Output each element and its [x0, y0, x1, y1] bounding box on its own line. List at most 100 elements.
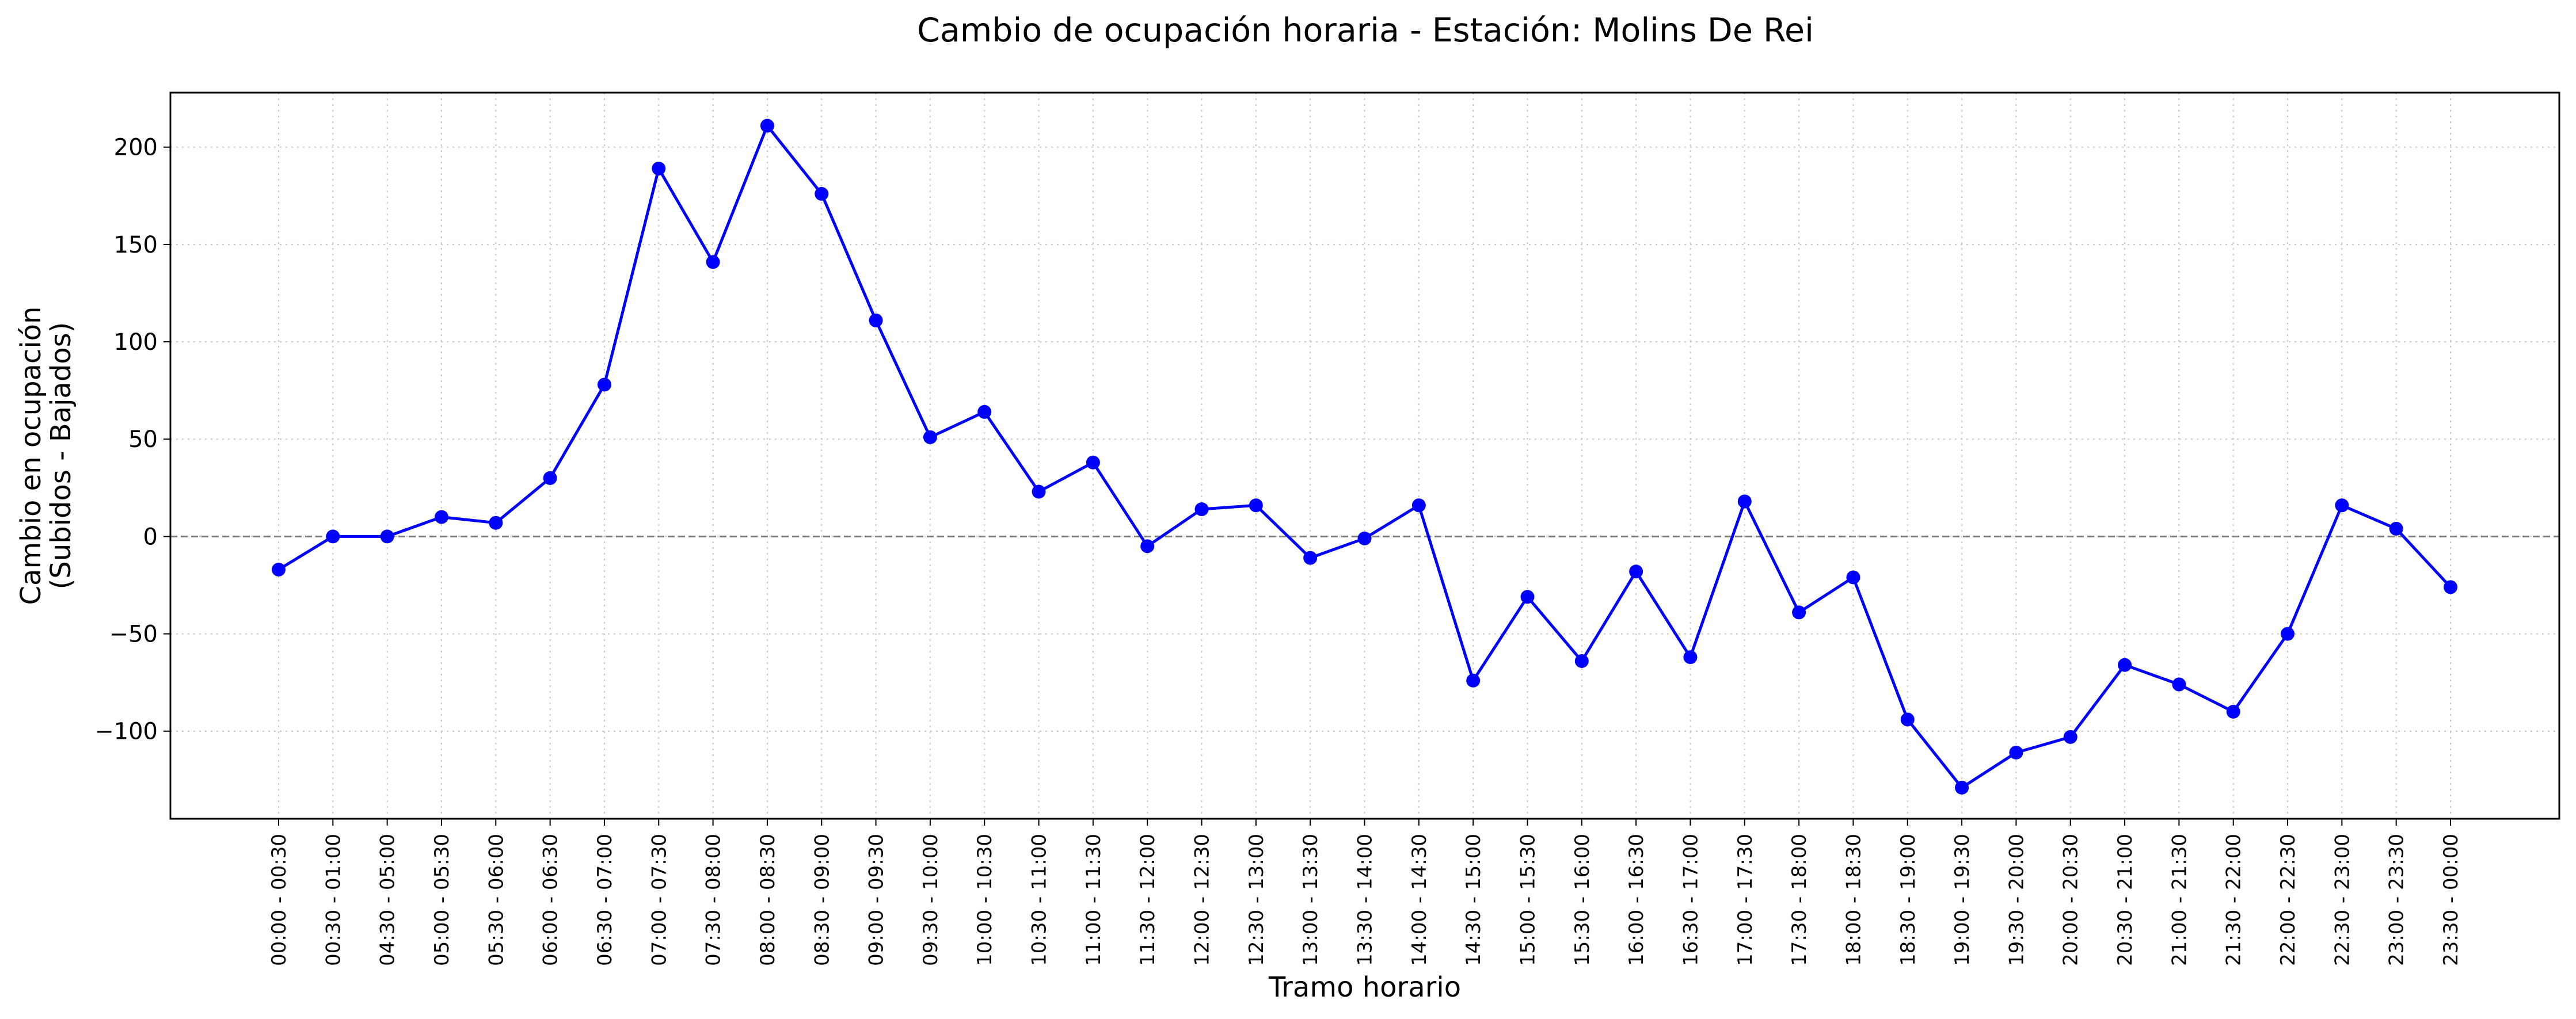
x-tick-label: 23:30 - 00:00	[2440, 834, 2463, 966]
chart-title: Cambio de ocupación horaria - Estación: …	[917, 12, 1814, 49]
x-tick-label: 20:30 - 21:00	[2114, 834, 2137, 966]
y-tick-label: −50	[109, 621, 158, 648]
x-tick-label: 15:00 - 15:30	[1516, 834, 1539, 966]
data-point	[815, 186, 829, 201]
x-tick-label: 19:30 - 20:00	[2005, 834, 2028, 966]
data-point	[2118, 658, 2132, 672]
data-point	[434, 510, 448, 524]
x-tick-label: 14:00 - 14:30	[1408, 834, 1431, 966]
x-tick-label: 16:30 - 17:00	[1679, 834, 1702, 966]
x-tick-label: 07:00 - 07:30	[648, 834, 671, 966]
data-point	[1466, 673, 1481, 688]
data-point	[1683, 650, 1698, 665]
data-point	[272, 562, 286, 577]
data-point	[1574, 654, 1589, 668]
grid	[170, 93, 2559, 819]
y-tick-label: 50	[128, 426, 158, 453]
data-point	[489, 516, 503, 530]
x-tick-label: 04:30 - 05:00	[376, 834, 399, 966]
x-tick-label: 09:30 - 10:00	[919, 834, 942, 966]
x-tick-label: 00:30 - 01:00	[322, 834, 345, 966]
data-point	[1249, 498, 1263, 513]
data-point	[1846, 570, 1860, 585]
x-tick-label: 10:30 - 11:00	[1028, 834, 1051, 966]
data-point	[326, 529, 340, 544]
x-tick-label: 17:30 - 18:00	[1788, 834, 1811, 966]
y-axis-label-line-1: Cambio en ocupación	[15, 307, 47, 605]
x-tick-label: 08:00 - 08:30	[756, 834, 779, 966]
x-tick-label: 00:00 - 00:30	[268, 834, 291, 966]
data-point	[1411, 498, 1426, 513]
x-tick-label: 19:00 - 19:30	[1951, 834, 1974, 966]
x-tick-label: 11:30 - 12:00	[1136, 834, 1159, 966]
data-point	[1737, 494, 1752, 509]
data-point	[2281, 627, 2295, 641]
data-point	[1303, 551, 1318, 565]
data-point	[2172, 677, 2186, 692]
y-tick-label: 200	[114, 135, 158, 161]
data-point	[1086, 455, 1100, 470]
x-tick-label: 15:30 - 16:00	[1571, 834, 1594, 966]
data-point	[2444, 580, 2457, 594]
data-point	[1357, 531, 1372, 545]
x-tick-label: 13:00 - 13:30	[1299, 834, 1322, 966]
x-tick-label: 06:00 - 06:30	[539, 834, 562, 966]
y-tick-label: −100	[94, 719, 158, 745]
data-point	[597, 377, 611, 392]
x-tick-label: 12:30 - 13:00	[1245, 834, 1268, 966]
y-tick-label: 100	[114, 329, 158, 356]
x-tick-label: 05:00 - 05:30	[431, 834, 454, 966]
x-axis-label: Tramo horario	[1268, 971, 1461, 1003]
data-point	[1140, 539, 1155, 554]
data-point	[1520, 590, 1535, 604]
y-tick-label: 150	[114, 232, 158, 258]
x-tick-label: 20:00 - 20:30	[2060, 834, 2083, 966]
x-tick-label: 16:00 - 16:30	[1625, 834, 1648, 966]
x-tick-label: 07:30 - 08:00	[702, 834, 725, 966]
data-point	[760, 119, 774, 133]
x-tick-label: 11:00 - 11:30	[1082, 834, 1105, 966]
data-point	[1955, 780, 1969, 795]
x-tick-label: 21:00 - 21:30	[2168, 834, 2191, 966]
x-tick-label: 12:00 - 12:30	[1191, 834, 1214, 966]
x-tick-label: 17:00 - 17:30	[1734, 834, 1757, 966]
data-point	[977, 404, 992, 419]
x-tick-label: 14:30 - 15:00	[1462, 834, 1485, 966]
data-point	[2009, 745, 2023, 760]
x-tick-label: 23:00 - 23:30	[2385, 834, 2408, 966]
data-point	[2226, 704, 2240, 719]
x-tick-label: 18:30 - 19:00	[1897, 834, 1920, 966]
data-point	[380, 529, 394, 544]
data-point	[2063, 730, 2077, 744]
x-tick-label: 18:00 - 18:30	[1842, 834, 1865, 966]
x-tick-label: 22:30 - 23:00	[2331, 834, 2354, 966]
data-point	[1194, 502, 1209, 517]
x-tick-label: 10:00 - 10:30	[973, 834, 996, 966]
data-point	[1792, 605, 1806, 620]
x-tick-label: 13:30 - 14:00	[1354, 834, 1377, 966]
data-point	[869, 313, 883, 327]
data-points	[272, 119, 2457, 795]
y-tick-label: 0	[143, 524, 158, 550]
data-point	[923, 430, 937, 444]
y-axis-ticks: −100 −50 0 50 100 150 200	[94, 135, 170, 745]
data-point	[1629, 564, 1643, 579]
x-axis-ticks: 00:00 - 00:30 00:30 - 01:00 04:30 - 05:00 0…	[268, 819, 2463, 966]
x-tick-label: 05:30 - 06:00	[485, 834, 508, 966]
x-tick-label: 22:00 - 22:30	[2277, 834, 2300, 966]
plot-area-frame	[169, 91, 2560, 820]
data-point	[706, 255, 720, 269]
data-point	[1900, 712, 1915, 727]
x-tick-label: 21:30 - 22:00	[2223, 834, 2246, 966]
x-tick-label: 08:30 - 09:00	[811, 834, 834, 966]
data-point	[2389, 521, 2403, 536]
data-point	[2335, 498, 2349, 513]
x-tick-label: 09:00 - 09:30	[865, 834, 888, 966]
data-point	[543, 471, 557, 485]
x-tick-label: 06:30 - 07:00	[593, 834, 617, 966]
data-point	[1032, 484, 1046, 499]
y-axis-label: Cambio en ocupación (Subidos - Bajados)	[15, 307, 77, 605]
data-point	[652, 161, 666, 175]
y-axis-label-line-2: (Subidos - Bajados)	[45, 322, 77, 590]
